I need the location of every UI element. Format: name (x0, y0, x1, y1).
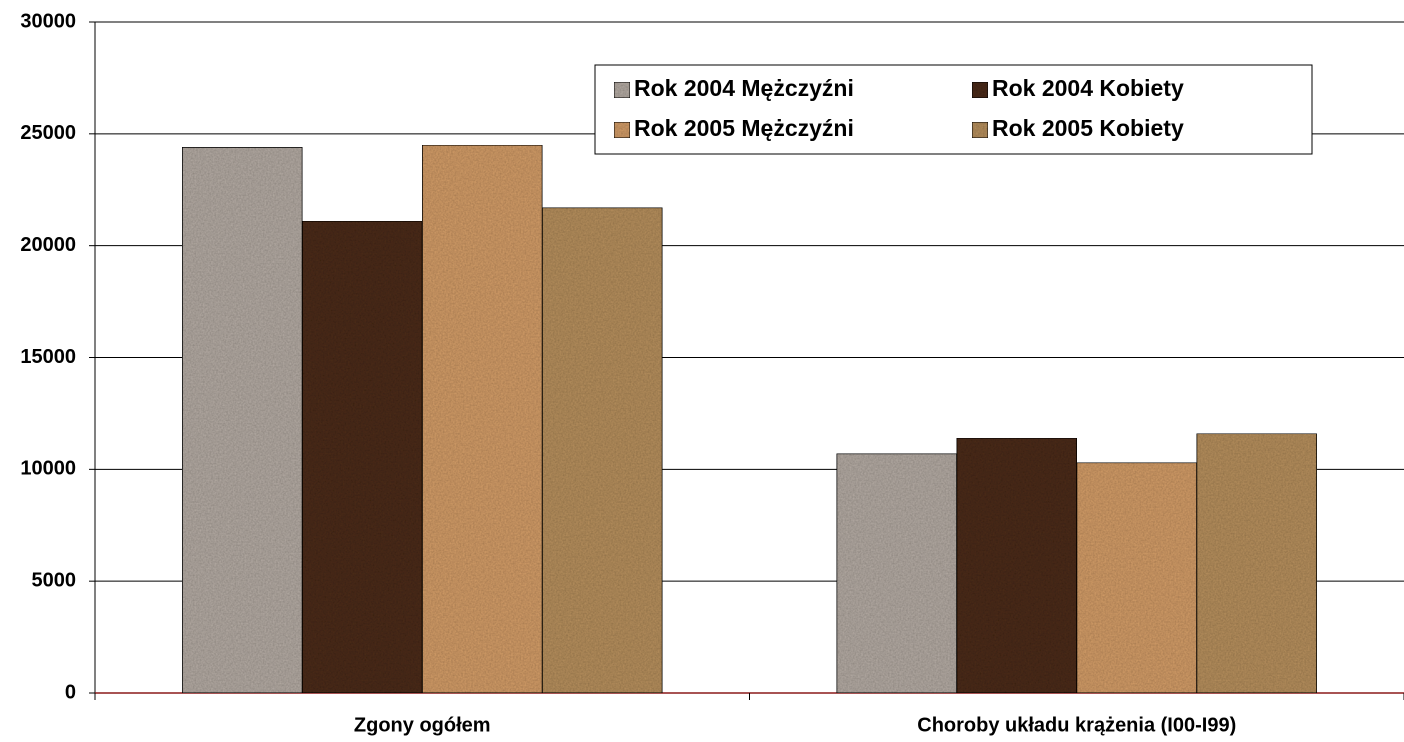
legend-box (594, 64, 1313, 155)
y-tick-label: 20000 (20, 234, 76, 256)
x-tick-label: Zgony ogółem (354, 714, 491, 736)
y-tick-label: 30000 (20, 10, 76, 32)
bar (181, 146, 303, 694)
bar (836, 453, 958, 694)
y-tick-label: 10000 (20, 458, 76, 480)
bar (541, 207, 663, 694)
legend-swatch (971, 121, 989, 139)
legend-label: Rok 2004 Mężczyźni (634, 75, 854, 101)
bar (1196, 433, 1318, 694)
legend-swatch (613, 121, 631, 139)
legend-label: Rok 2005 Mężczyźni (634, 115, 854, 141)
legend-swatch (613, 81, 631, 99)
y-tick-label: 15000 (20, 346, 76, 368)
bar (1076, 462, 1198, 694)
legend-label: Rok 2004 Kobiety (992, 75, 1184, 101)
y-tick-label: 5000 (32, 569, 77, 591)
legend-swatch (971, 81, 989, 99)
bar (301, 220, 423, 694)
legend: Rok 2004 Mężczyźni Rok 2004 Kobiety Rok 20… (594, 64, 1313, 155)
bar (956, 437, 1078, 694)
y-tick-label: 0 (65, 681, 76, 703)
y-tick-label: 25000 (20, 122, 76, 144)
legend-label: Rok 2005 Kobiety (992, 115, 1184, 141)
bar (421, 144, 543, 694)
x-tick-label: Choroby układu krążenia (I00-I99) (917, 714, 1236, 736)
